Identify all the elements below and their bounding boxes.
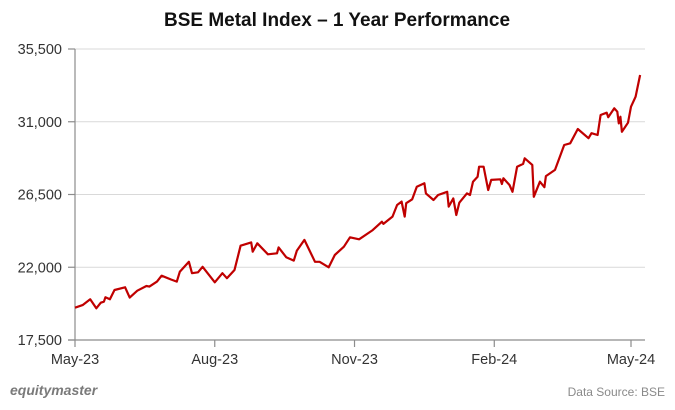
- y-tick-label: 31,000: [18, 115, 62, 131]
- x-tick-label: Feb-24: [471, 352, 517, 368]
- y-tick-label: 35,500: [18, 42, 62, 58]
- x-tick-label: Nov-23: [331, 352, 378, 368]
- x-tick-label: May-23: [51, 352, 99, 368]
- y-tick-label: 26,500: [18, 188, 62, 204]
- data-source: Data Source: BSE: [568, 385, 665, 399]
- brand-logo: equitymaster: [10, 382, 99, 398]
- chart-title: BSE Metal Index – 1 Year Performance: [164, 10, 510, 31]
- series-line: [74, 74, 642, 310]
- y-tick-label: 22,000: [18, 260, 62, 276]
- x-tick-label: May-24: [607, 352, 655, 368]
- x-axis-ticks: May-23 Aug-23 Nov-23 Feb-24 May-24: [51, 340, 655, 368]
- x-tick-label: Aug-23: [191, 352, 238, 368]
- y-axis-ticks: 17,500 22,000 26,500 31,000 35,500: [18, 42, 75, 349]
- gridlines: [75, 48, 645, 268]
- y-tick-label: 17,500: [18, 333, 62, 349]
